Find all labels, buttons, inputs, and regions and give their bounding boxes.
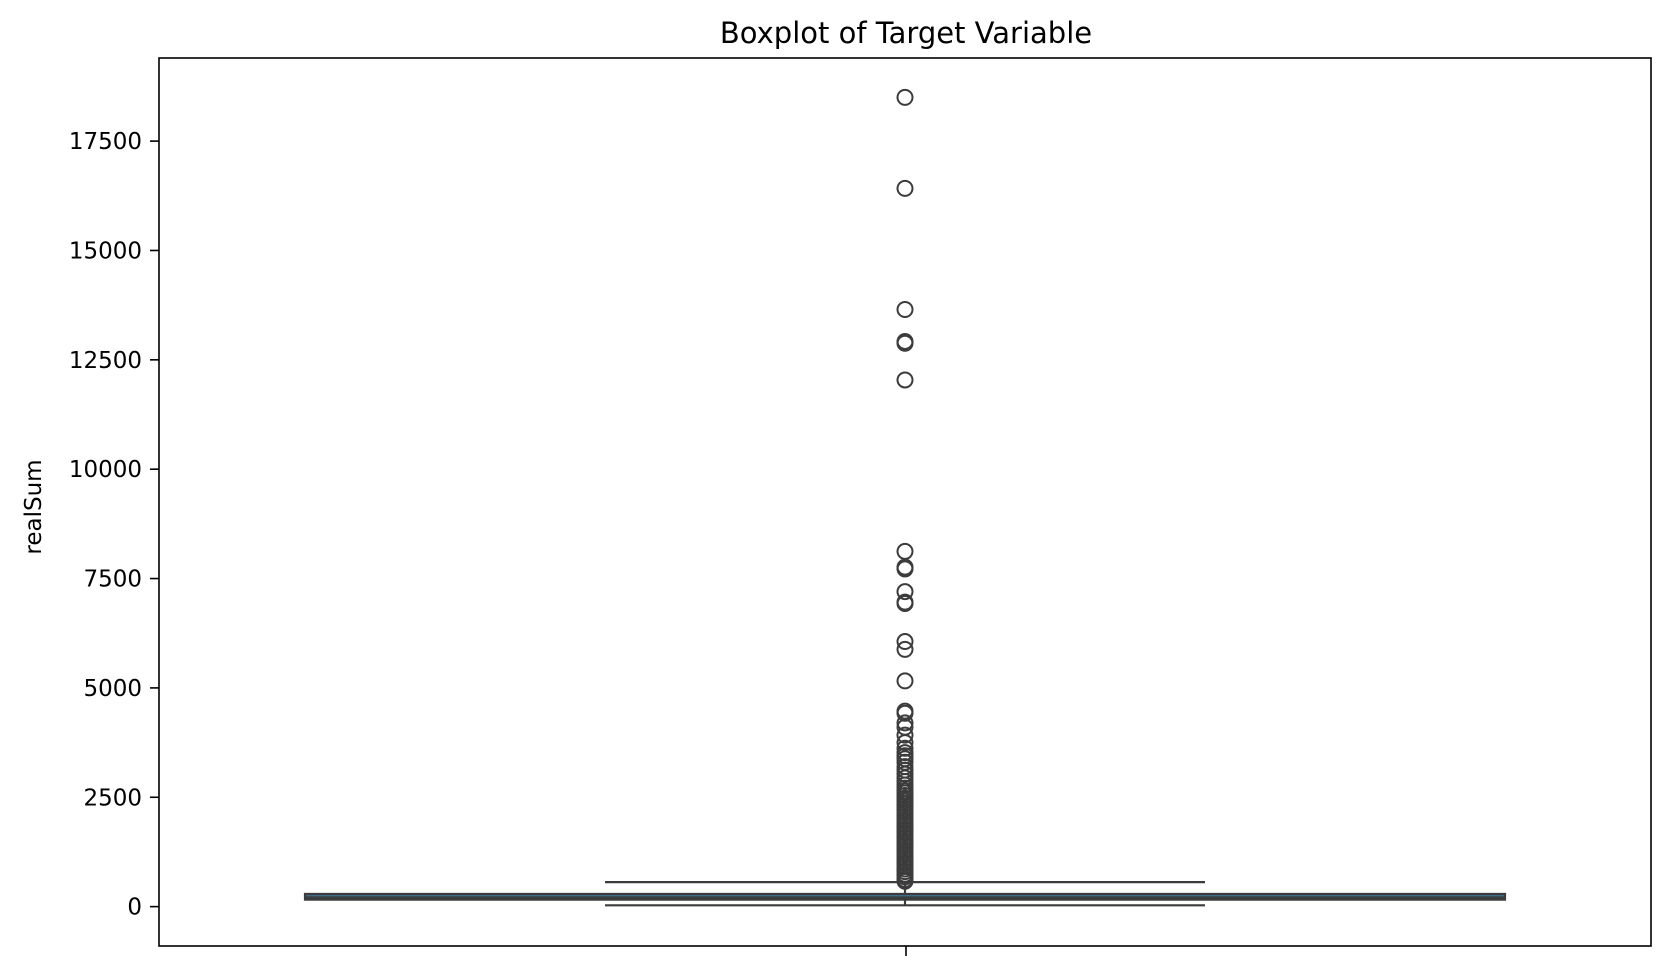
outlier-point: [896, 542, 914, 560]
chart-title: Boxplot of Target Variable: [720, 16, 1092, 50]
plot-area: [303, 88, 1507, 907]
outlier-point: [896, 872, 914, 890]
y-tick-label: 2500: [83, 785, 142, 811]
y-tick-label: 5000: [83, 676, 142, 702]
outlier-point: [896, 179, 914, 197]
outlier-point: [896, 704, 914, 722]
y-axis-label: realSum: [21, 459, 47, 554]
y-tick-label: 17500: [69, 129, 142, 155]
outlier-point: [896, 640, 914, 658]
outlier-point: [896, 334, 914, 352]
y-tick-label: 7500: [83, 567, 142, 593]
outlier-point: [896, 88, 914, 106]
y-tick-label: 12500: [69, 348, 142, 374]
outlier-point: [896, 583, 914, 601]
outlier-point: [896, 672, 914, 690]
outlier-point: [896, 371, 914, 389]
outlier-point: [896, 726, 914, 744]
outlier-point: [896, 739, 914, 757]
y-tick-label: 0: [127, 895, 142, 921]
y-tick-label: 15000: [69, 238, 142, 264]
outlier-point: [896, 594, 914, 612]
outlier-point: [896, 560, 914, 578]
outlier-point: [896, 301, 914, 319]
y-tick-label: 10000: [69, 457, 142, 483]
outlier-point: [896, 734, 914, 752]
outlier-point: [896, 633, 914, 651]
plot-frame: [158, 57, 1652, 947]
outlier-point: [896, 714, 914, 732]
y-axis-ticks: 0 2500 5000 7500 10000 12500 15000 17500: [69, 129, 159, 921]
